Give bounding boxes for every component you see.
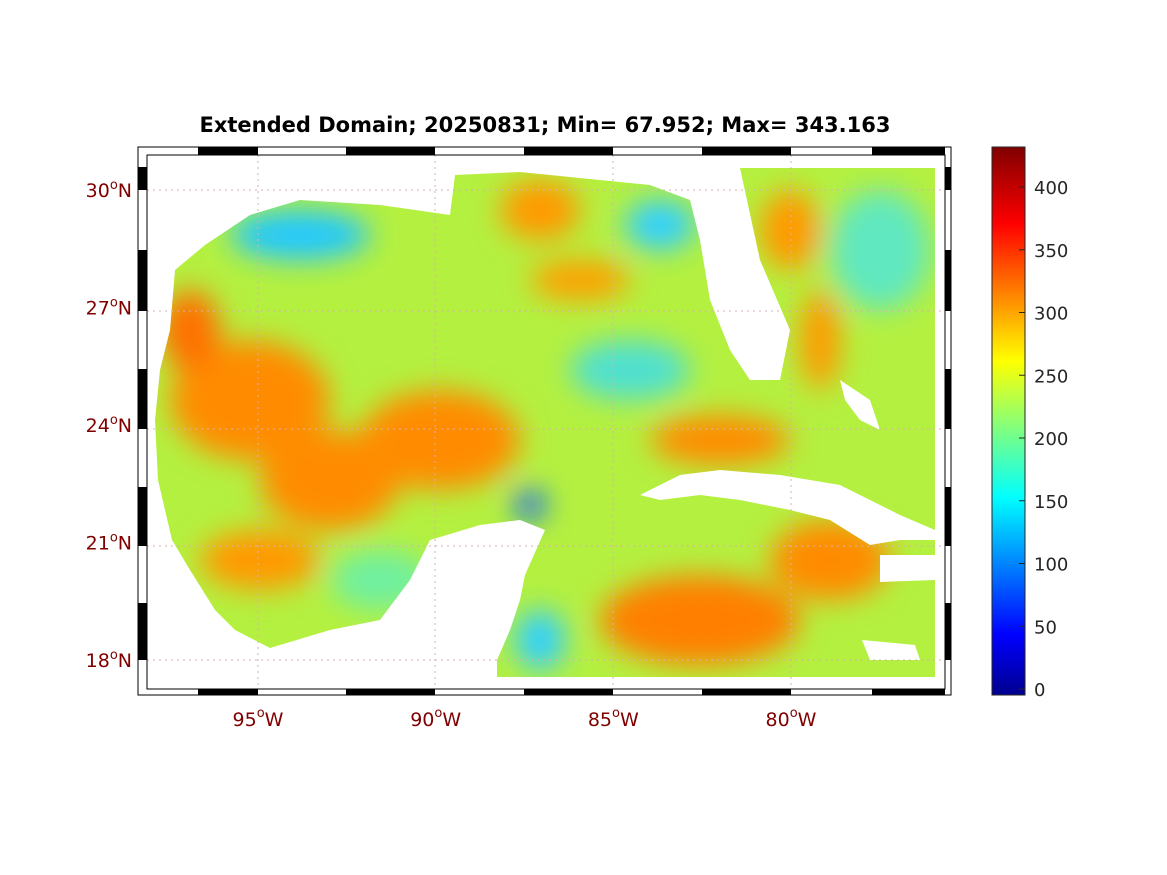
colorbar-tick-label: 250: [1034, 366, 1068, 387]
colorbar: 0 50 100 150 200 250 300 350 400: [991, 146, 1068, 701]
lat-label: 21oN: [86, 531, 132, 555]
lon-label: 95oW: [233, 706, 284, 731]
colorbar-tick-label: 350: [1034, 241, 1068, 262]
colorbar-tick-label: 50: [1034, 617, 1057, 638]
colorbar-tick-label: 400: [1034, 178, 1068, 199]
lat-labels: 30oN 27oN 24oN 21oN 18oN: [86, 178, 132, 672]
land-mask: [147, 155, 935, 677]
lat-label: 24oN: [86, 413, 132, 437]
lon-label: 80oW: [766, 706, 817, 731]
lat-label: 18oN: [86, 648, 132, 672]
heat-field: [147, 155, 935, 677]
lat-label: 30oN: [86, 178, 132, 202]
lon-label: 85oW: [588, 706, 639, 731]
lon-label: 90oW: [410, 706, 461, 731]
colorbar-tick-label: 100: [1034, 555, 1068, 576]
colorbar-tick-label: 150: [1034, 492, 1068, 513]
lon-labels: 95oW 90oW 85oW 80oW: [233, 706, 817, 731]
plot-title: Extended Domain; 20250831; Min= 67.952; …: [199, 113, 891, 137]
map-frame: [137, 146, 952, 696]
lat-label: 27oN: [86, 296, 132, 320]
colorbar-tick-label: 0: [1034, 680, 1045, 701]
colorbar-tick-label: 300: [1034, 304, 1068, 325]
graticule: [147, 155, 945, 689]
colorbar-tick-label: 200: [1034, 429, 1068, 450]
colorbar-gradient: [991, 146, 1026, 696]
